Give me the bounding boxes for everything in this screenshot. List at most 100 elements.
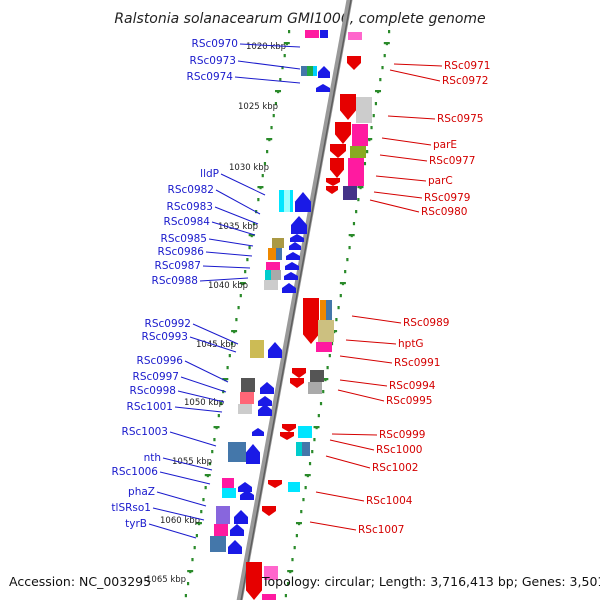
gene-label-right: RSc0971 (444, 60, 490, 72)
gene-block (240, 392, 254, 404)
major-tick-mark (187, 570, 194, 573)
major-tick-mark (248, 234, 255, 237)
leader-line (369, 199, 420, 213)
leader-line (375, 175, 427, 182)
kbp-label: 1065 kbp (146, 575, 186, 585)
leader-line (381, 137, 432, 146)
tick-mark (346, 258, 349, 262)
gene-arrow-forward (286, 252, 300, 260)
tick-mark (288, 30, 291, 34)
gene-arrow-reverse (340, 94, 356, 120)
gene-label-left: RSc0993 (142, 331, 188, 343)
gene-label-left: nth (144, 452, 161, 464)
leader-line (205, 251, 253, 257)
genome-info-text: Topology: circular; Length: 3,716,413 bp… (261, 574, 600, 589)
tick-mark (186, 582, 190, 586)
gene-arrow-forward (318, 66, 330, 78)
leader-line (339, 379, 388, 387)
gene-arrow-forward (316, 84, 330, 92)
gene-block (250, 340, 264, 358)
gene-label-left: RSc0996 (137, 355, 184, 367)
tick-mark (322, 390, 325, 394)
gene-block (307, 66, 313, 76)
gene-arrow-reverse (347, 56, 361, 70)
gene-arrow-reverse (268, 480, 282, 488)
gene-label-left: RSc1001 (127, 401, 173, 413)
tick-mark (246, 258, 249, 262)
gene-arrow-reverse (262, 506, 276, 516)
leader-line (202, 265, 251, 269)
leader-line (159, 471, 211, 485)
gene-arrow-forward (258, 396, 272, 406)
tick-mark (374, 102, 378, 106)
gene-label-left: RSc0984 (164, 216, 211, 228)
leader-line (237, 60, 301, 70)
tick-mark (381, 66, 384, 70)
tick-mark (328, 354, 331, 358)
tick-mark (252, 222, 256, 226)
tick-mark (357, 198, 360, 202)
major-tick-mark (239, 282, 246, 285)
tick-mark (293, 546, 296, 550)
tick-mark (295, 534, 298, 538)
gene-arrow-forward (252, 428, 264, 436)
gene-label-left: phaZ (128, 486, 155, 498)
gene-label-right: RSc0972 (442, 75, 488, 87)
gene-arrow-forward (285, 262, 299, 270)
tick-mark (337, 306, 340, 310)
kbp-label: 1055 kbp (172, 457, 212, 467)
tick-mark (284, 594, 287, 598)
map-title: Ralstonia solanacearum GMI1000, complete… (114, 11, 485, 27)
backbone (236, 0, 353, 600)
gene-arrow-forward (289, 242, 301, 250)
major-tick-mark (366, 138, 373, 141)
tick-mark (388, 30, 391, 34)
gene-block (316, 342, 332, 352)
tick-mark (228, 354, 231, 358)
gene-label-left: RSc0987 (155, 260, 201, 272)
tick-mark (313, 438, 316, 442)
tick-mark (302, 498, 305, 502)
gene-block (362, 32, 370, 40)
gene-label-left: RSc0970 (192, 38, 238, 50)
major-tick-mark (295, 522, 302, 525)
tick-mark (211, 450, 214, 454)
major-tick-mark (375, 90, 382, 93)
major-tick-mark (204, 474, 211, 477)
gene-label-right: RSc0975 (437, 113, 483, 125)
gene-block (352, 124, 368, 146)
gene-block (210, 536, 226, 552)
gene-label-right: RSc0995 (386, 395, 432, 407)
tick-mark (274, 102, 278, 106)
tick-mark (319, 402, 323, 406)
tick-mark (208, 462, 212, 466)
gene-label-left: RSc0982 (168, 184, 214, 196)
gene-label-right: RSc0979 (424, 192, 470, 204)
gene-labels: RSc0970 RSc0973 RSc0974 lldP RSc0982 RSc0983 R… (111, 38, 490, 536)
leader-line (162, 457, 213, 471)
gene-block (296, 442, 302, 456)
gene-label-left: RSc0973 (190, 55, 236, 67)
major-tick-mark (304, 474, 311, 477)
major-tick-mark (213, 426, 220, 429)
tick-mark (308, 462, 312, 466)
major-tick-mark (348, 234, 355, 237)
gene-label-right: RSc1004 (366, 495, 413, 507)
tick-mark (330, 342, 334, 346)
backbone-shadow (240, 0, 352, 600)
kbp-label: 1025 kbp (238, 102, 278, 112)
gene-label-left: RSc0985 (161, 233, 207, 245)
gene-block (301, 66, 307, 76)
gene-arrow-reverse (326, 178, 340, 186)
gene-block (320, 30, 328, 38)
gene-label-right: RSc1002 (372, 462, 418, 474)
tick-mark (266, 150, 269, 154)
gene-arrow-reverse (292, 368, 306, 378)
gene-arrow-reverse (290, 378, 304, 388)
label-leader-lines (148, 43, 443, 539)
leader-line (211, 221, 256, 236)
backbone-line (236, 0, 353, 600)
leader-line (387, 115, 436, 120)
kbp-scale-labels: 1020 kbp 1025 kbp 1030 kbp 1035 kbp 1040 kbp… (146, 42, 286, 585)
leader-line (239, 43, 301, 48)
